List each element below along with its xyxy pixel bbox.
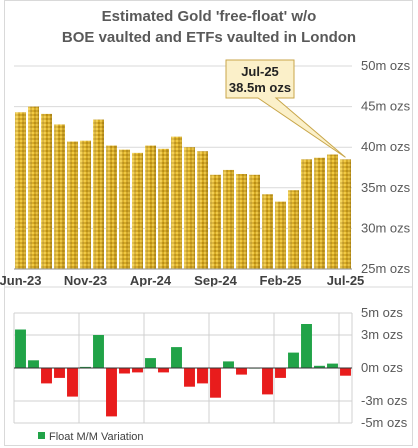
- main-y-tick-label: 40m ozs: [361, 139, 411, 154]
- main-x-tick-label: Feb-25: [260, 273, 302, 288]
- sub-bar: [15, 329, 26, 368]
- main-bar-shade: [340, 159, 351, 269]
- main-bar-shade: [249, 174, 260, 269]
- main-bar-shade: [80, 140, 91, 269]
- sub-bar: [327, 363, 338, 368]
- title-line-1: Estimated Gold 'free-float' w/o: [101, 8, 317, 25]
- main-bar-shade: [145, 145, 156, 269]
- main-y-ticks: 50m ozs 45m ozs 40m ozs 35m ozs 30m ozs 25m o…: [361, 58, 411, 276]
- main-y-tick-label: 35m ozs: [361, 180, 411, 195]
- sub-bar: [236, 368, 247, 375]
- sub-y-tick-label: -5m ozs: [361, 415, 408, 430]
- title-line-2: BOE vaulted and ETFs vaulted in London: [61, 29, 357, 46]
- main-y-tick-label: 50m ozs: [361, 58, 411, 73]
- callout-value: 38.5m ozs: [229, 80, 291, 95]
- sub-bar: [54, 368, 65, 378]
- main-bar-shade: [41, 113, 52, 270]
- main-x-ticks: Jun-23 Nov-23 Apr-24 Sep-24 Feb-25 Jul-25: [0, 273, 364, 288]
- sub-bar: [314, 365, 325, 368]
- chart-title: Estimated Gold 'free-float' w/o BOE vaul…: [0, 6, 418, 48]
- sub-bar: [262, 368, 273, 395]
- sub-y-tick-label: 3m ozs: [361, 327, 403, 342]
- main-bar-shade: [119, 149, 130, 269]
- callout-box: [225, 59, 346, 158]
- main-bar-shade: [184, 147, 195, 269]
- sub-bar: [171, 347, 182, 368]
- legend: Float M/M Variation: [38, 431, 144, 443]
- main-bar-shade: [197, 151, 208, 269]
- main-bar-shade: [67, 141, 78, 269]
- sub-bar: [197, 368, 208, 384]
- sub-y-tick-label: -3m ozs: [361, 393, 408, 408]
- main-x-tick-label: Sep-24: [194, 273, 237, 288]
- main-bar-shade: [262, 194, 273, 269]
- main-bar-shade: [288, 190, 299, 269]
- main-bar-shade: [15, 112, 26, 269]
- sub-bar: [80, 366, 91, 368]
- sub-bar: [223, 361, 234, 368]
- main-bar-shade: [54, 124, 65, 270]
- main-x-tick-label: Jun-23: [0, 273, 41, 288]
- main-bar-shade: [106, 145, 117, 269]
- sub-bar: [301, 324, 312, 368]
- main-bars: [15, 106, 351, 270]
- main-x-tick-label: Jul-25: [327, 273, 365, 288]
- main-bar-shade: [93, 119, 104, 269]
- sub-bar: [340, 368, 351, 376]
- main-x-tick-label: Nov-23: [64, 273, 107, 288]
- main-y-tick-label: 30m ozs: [361, 220, 411, 235]
- main-bar-shade: [275, 201, 286, 269]
- sub-bar: [132, 368, 143, 373]
- main-bar-shade: [236, 173, 247, 269]
- sub-bar: [93, 335, 104, 368]
- sub-bar: [288, 352, 299, 368]
- callout-date: Jul-25: [241, 64, 279, 79]
- main-bar-shade: [327, 154, 338, 269]
- sub-bar: [41, 368, 52, 384]
- sub-bar: [158, 368, 169, 373]
- legend-label: Float M/M Variation: [49, 431, 144, 443]
- sub-bar: [67, 368, 78, 397]
- main-bar-shade: [301, 159, 312, 269]
- main-bar-shade: [314, 157, 325, 269]
- sub-gridlines: [13, 312, 353, 424]
- main-bar-shade: [210, 174, 221, 269]
- sub-bar: [184, 368, 195, 387]
- main-bar-shade: [28, 106, 39, 269]
- sub-y-tick-label: 0m ozs: [361, 360, 403, 375]
- main-bar-shade: [158, 148, 169, 269]
- main-y-tick-label: 45m ozs: [361, 99, 411, 114]
- main-y-tick-label: 25m ozs: [361, 261, 411, 276]
- main-bar-shade: [132, 152, 143, 269]
- sub-y-ticks: 5m ozs 3m ozs 0m ozs -3m ozs -5m ozs: [361, 305, 408, 430]
- main-x-tick-label: Apr-24: [130, 273, 172, 288]
- main-bar-shade: [171, 136, 182, 269]
- sub-bars: [14, 324, 352, 417]
- sub-bar: [106, 368, 117, 417]
- sub-bar: [28, 360, 39, 368]
- sub-bar: [275, 368, 286, 378]
- sub-bar: [119, 368, 130, 374]
- sub-y-tick-label: 5m ozs: [361, 305, 403, 320]
- main-bar-shade: [223, 169, 234, 269]
- legend-swatch: [38, 432, 45, 439]
- sub-bar: [145, 358, 156, 368]
- sub-bar: [210, 368, 221, 398]
